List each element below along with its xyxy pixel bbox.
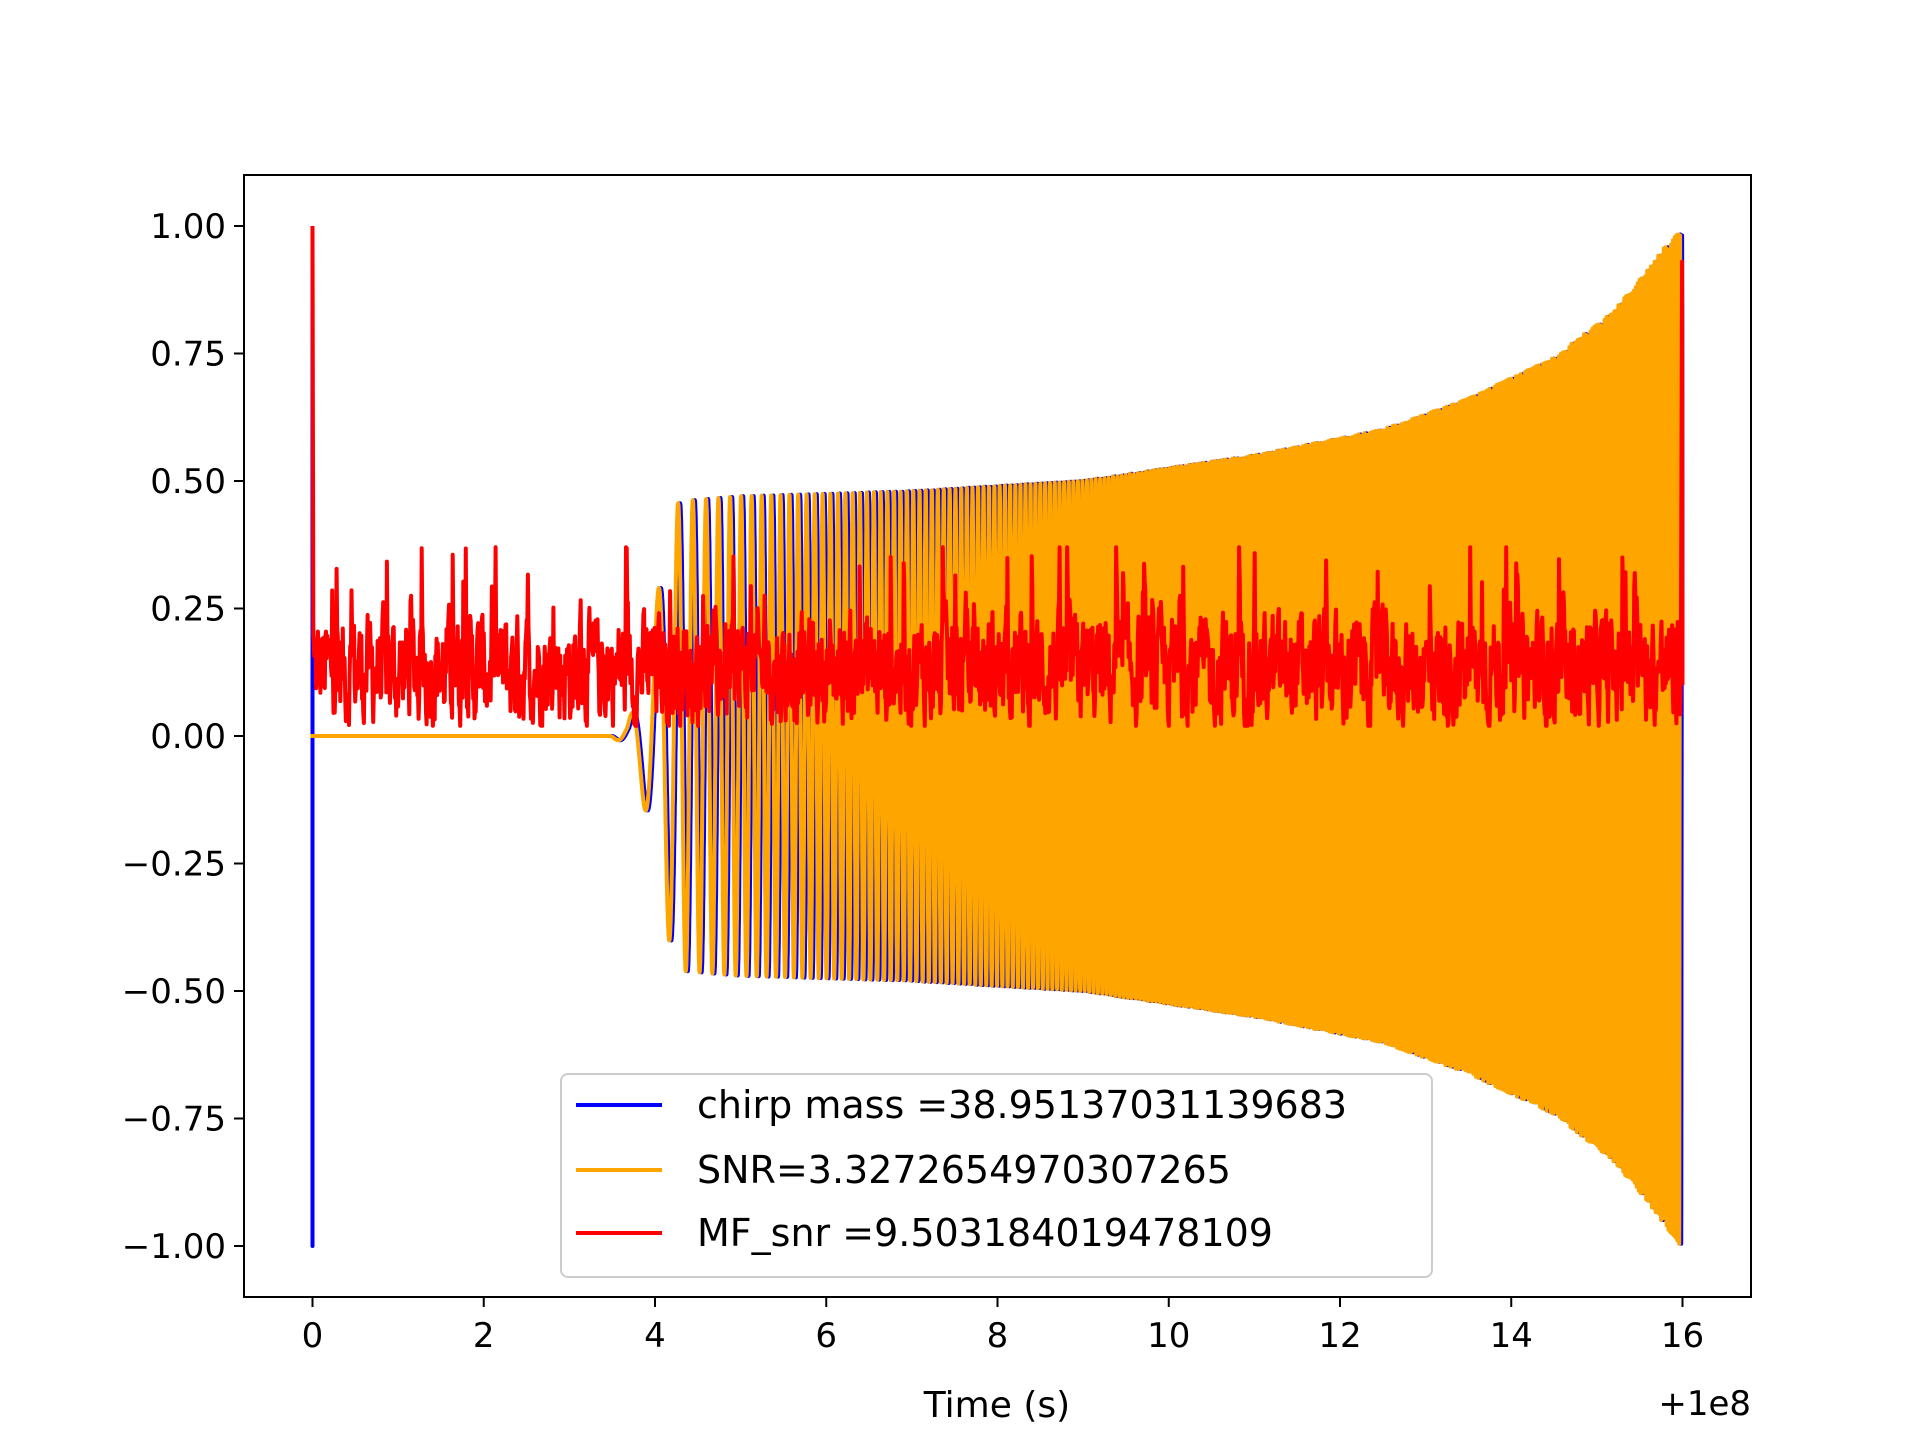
legend-label-snr: SNR=3.3272654970307265 bbox=[697, 1148, 1231, 1192]
y-tick-label: −0.50 bbox=[122, 972, 226, 1012]
series-line-mf-snr bbox=[310, 225, 1685, 728]
legend-box bbox=[560, 1073, 1433, 1278]
x-tick-label: 12 bbox=[1318, 1316, 1361, 1356]
y-tick-label: −1.00 bbox=[122, 1227, 226, 1267]
x-tick-label: 2 bbox=[473, 1316, 495, 1356]
y-tick-label: 0.50 bbox=[150, 462, 226, 502]
legend: chirp mass =38.95137031139683 SNR=3.3272… bbox=[560, 1073, 1433, 1278]
x-axis: 0 2 4 6 8 10 12 14 16 bbox=[302, 1297, 1704, 1356]
x-tick-label: 0 bbox=[302, 1316, 324, 1356]
x-offset-label: +1e8 bbox=[1658, 1384, 1751, 1424]
y-tick-label: 0.00 bbox=[150, 717, 226, 757]
y-tick-label: 1.00 bbox=[150, 207, 226, 247]
y-axis: −1.00 −0.75 −0.50 −0.25 0.00 0.25 0.50 0.75 1.00 bbox=[122, 207, 244, 1267]
x-tick-label: 10 bbox=[1147, 1316, 1190, 1356]
legend-label-mf-snr: MF_snr =9.503184019478109 bbox=[697, 1211, 1273, 1255]
series-line-snr bbox=[310, 232, 1683, 1246]
legend-label-chirp-mass: chirp mass =38.95137031139683 bbox=[697, 1083, 1347, 1127]
y-tick-label: 0.25 bbox=[150, 590, 226, 630]
x-tick-label: 4 bbox=[644, 1316, 666, 1356]
x-tick-label: 6 bbox=[815, 1316, 837, 1356]
series-layer bbox=[310, 225, 1685, 1248]
y-tick-label: −0.75 bbox=[122, 1100, 226, 1140]
y-tick-label: −0.25 bbox=[122, 845, 226, 885]
x-tick-label: 16 bbox=[1661, 1316, 1704, 1356]
x-tick-label: 14 bbox=[1490, 1316, 1533, 1356]
x-axis-title: Time (s) bbox=[923, 1385, 1070, 1426]
x-tick-label: 8 bbox=[987, 1316, 1009, 1356]
y-tick-label: 0.75 bbox=[150, 335, 226, 375]
